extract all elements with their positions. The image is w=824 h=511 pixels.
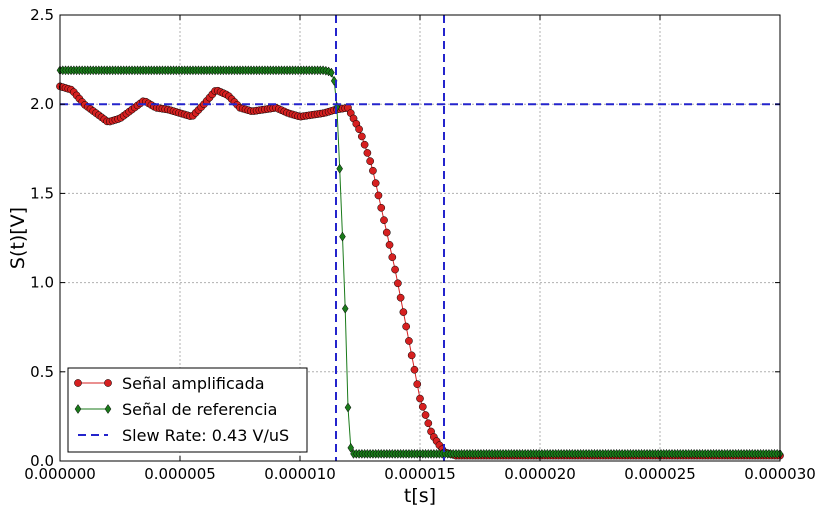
data-point (413, 380, 422, 389)
data-point (369, 166, 377, 175)
data-point (330, 75, 338, 86)
data-point (341, 303, 349, 314)
y-tick-label: 1.5 (30, 184, 54, 202)
legend-entry: Slew Rate: 0.43 V/uS (78, 426, 289, 445)
data-point (421, 411, 430, 419)
x-tick-label: 0.000015 (384, 465, 456, 483)
y-axis-label: S(t)[V] (7, 207, 29, 269)
data-point (407, 351, 416, 360)
data-point (396, 293, 405, 302)
data-point (399, 308, 408, 316)
y-tick-label: 0.0 (30, 452, 54, 470)
slew-rate-lines (60, 15, 780, 461)
data-point (374, 191, 383, 200)
data-point (385, 241, 394, 249)
legend-marker (104, 404, 112, 414)
data-point (418, 402, 427, 411)
x-tick-label: 0.000020 (504, 465, 576, 483)
legend-marker (104, 379, 112, 387)
x-tick-label: 0.000005 (144, 465, 216, 483)
series-amplified (56, 82, 784, 460)
x-tick-label: 0.000010 (264, 465, 336, 483)
data-point (336, 163, 343, 174)
legend-label: Señal amplificada (122, 374, 265, 393)
x-tick-label: 0.000000 (24, 465, 96, 483)
legend-label: Señal de referencia (122, 400, 277, 419)
data-point (405, 337, 413, 345)
data-point (410, 365, 419, 374)
data-point (380, 216, 388, 225)
data-layer (56, 15, 784, 461)
data-point (363, 149, 372, 157)
data-point (344, 402, 352, 413)
y-tick-label: 2.0 (30, 95, 54, 113)
data-point (339, 231, 346, 242)
y-tick-label: 2.5 (30, 6, 54, 24)
legend-marker (74, 379, 82, 387)
data-point (382, 228, 391, 237)
data-point (347, 442, 355, 453)
data-point (416, 394, 424, 403)
data-point (355, 125, 363, 134)
legend-entry: Señal de referencia (74, 400, 277, 419)
legend: Señal amplificada Señal de referencia Slew… (67, 367, 308, 453)
data-point (377, 203, 386, 212)
x-tick-label: 0.000030 (744, 465, 816, 483)
data-point (424, 419, 433, 428)
axis-ticks: 0.000000 0.000005 0.000010 0.000015 0.000020… (24, 6, 816, 483)
data-point (360, 140, 369, 149)
x-tick-label: 0.000025 (624, 465, 696, 483)
data-point (371, 179, 380, 187)
x-axis-label: t[s] (404, 485, 436, 507)
data-point (402, 322, 411, 331)
data-point (388, 253, 397, 262)
data-point (393, 279, 402, 288)
legend-marker (74, 404, 82, 414)
legend-label: Slew Rate: 0.43 V/uS (122, 426, 289, 445)
series-reference (56, 65, 784, 459)
data-point (391, 265, 399, 274)
legend-entry: Señal amplificada (74, 374, 265, 393)
data-point (357, 132, 366, 141)
data-point (328, 67, 335, 78)
y-tick-label: 0.5 (30, 363, 54, 381)
y-tick-label: 1.0 (30, 274, 54, 292)
data-point (366, 157, 375, 166)
